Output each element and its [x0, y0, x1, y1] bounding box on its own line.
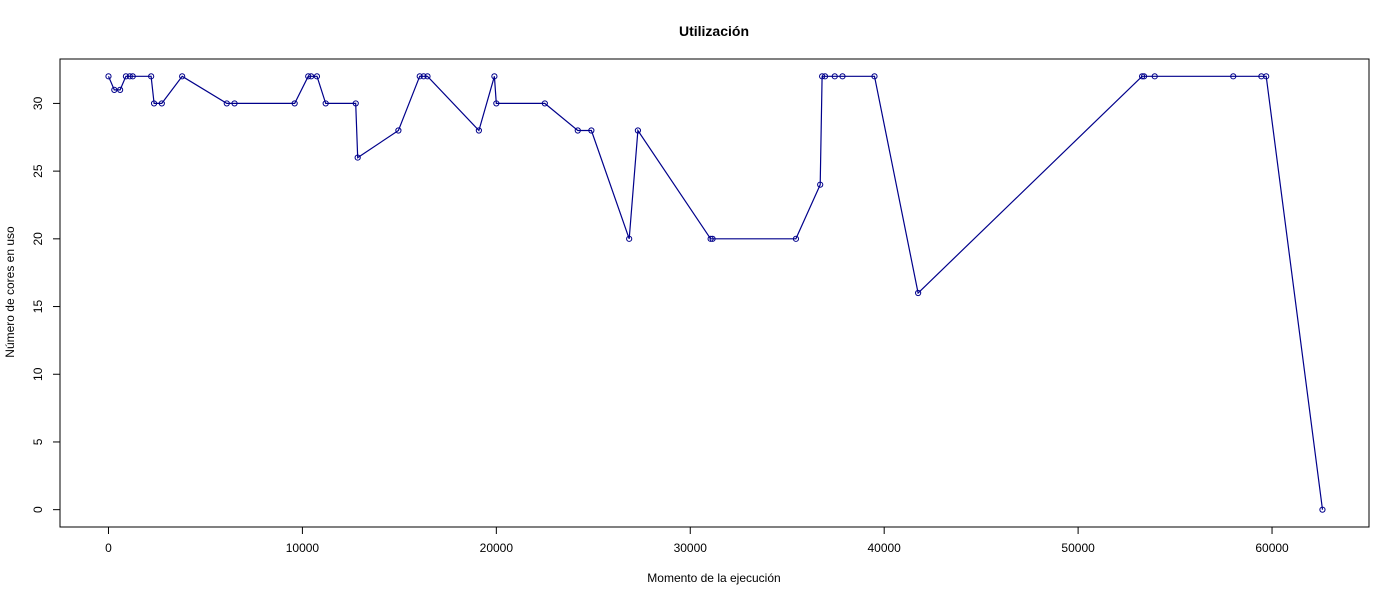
- y-tick-label: 15: [31, 300, 45, 314]
- x-tick-label: 60000: [1255, 541, 1289, 555]
- data-point: [634, 127, 641, 134]
- y-tick-label: 30: [31, 96, 45, 110]
- data-point: [354, 154, 361, 161]
- series-line: [107, 75, 1324, 510]
- data-point: [709, 235, 716, 242]
- x-tick-label: 0: [105, 541, 112, 555]
- data-point: [313, 73, 321, 80]
- data-point: [915, 289, 922, 297]
- y-axis-label: Número de cores en uso: [3, 226, 17, 358]
- data-point: [707, 235, 714, 242]
- data-point: [416, 73, 423, 80]
- data-point: [1140, 73, 1148, 80]
- data-point: [158, 100, 165, 107]
- data-point: [817, 181, 824, 188]
- data-point: [122, 73, 130, 80]
- data-point: [839, 73, 846, 80]
- data-point: [871, 73, 878, 80]
- plot-frame: [59, 58, 1370, 528]
- data-point: [126, 73, 133, 80]
- data-point: [588, 127, 595, 134]
- x-tick-label: 20000: [480, 541, 514, 555]
- y-tick-label: 25: [31, 164, 45, 178]
- data-point: [231, 100, 238, 107]
- x-axis-label: Momento de la ejecución: [647, 571, 780, 585]
- data-point: [821, 73, 829, 80]
- data-point: [150, 100, 158, 107]
- data-point: [111, 86, 118, 93]
- y-tick-label: 10: [31, 367, 45, 381]
- data-point: [792, 235, 800, 242]
- data-point: [626, 235, 633, 242]
- x-tick-label: 30000: [674, 541, 708, 555]
- y-tick-label: 20: [31, 232, 45, 246]
- data-point: [541, 100, 548, 107]
- data-point: [179, 73, 186, 80]
- x-tick-label: 10000: [286, 541, 320, 555]
- data-points: [105, 73, 1326, 513]
- y-axis: 0 5 10 15 20 25 30: [31, 96, 61, 513]
- data-point: [420, 73, 427, 80]
- data-point: [493, 100, 500, 107]
- data-point: [395, 127, 402, 134]
- data-point: [491, 73, 498, 80]
- x-tick-label: 40000: [867, 541, 901, 555]
- data-point: [305, 73, 312, 80]
- data-point: [475, 127, 482, 134]
- data-point: [574, 127, 581, 134]
- data-point: [1230, 73, 1237, 80]
- data-point: [117, 86, 124, 93]
- x-tick-label: 50000: [1061, 541, 1095, 555]
- data-point: [129, 73, 136, 80]
- data-point: [352, 100, 359, 107]
- data-point: [424, 73, 431, 80]
- data-point: [1263, 73, 1270, 80]
- data-point: [1139, 73, 1146, 80]
- chart-title: Utilización: [679, 23, 749, 39]
- data-point: [1151, 73, 1158, 80]
- data-point: [223, 100, 230, 107]
- data-point: [308, 73, 315, 80]
- data-point: [105, 73, 112, 80]
- data-point: [148, 73, 155, 80]
- y-tick-label: 0: [31, 506, 45, 513]
- data-point: [1319, 506, 1326, 513]
- data-point: [831, 73, 838, 80]
- data-point: [819, 73, 826, 80]
- x-axis: 0 10000 20000 30000 40000 50000 60000: [105, 526, 1289, 555]
- y-tick-label: 5: [31, 438, 45, 445]
- data-point: [291, 100, 298, 107]
- data-point: [322, 100, 329, 107]
